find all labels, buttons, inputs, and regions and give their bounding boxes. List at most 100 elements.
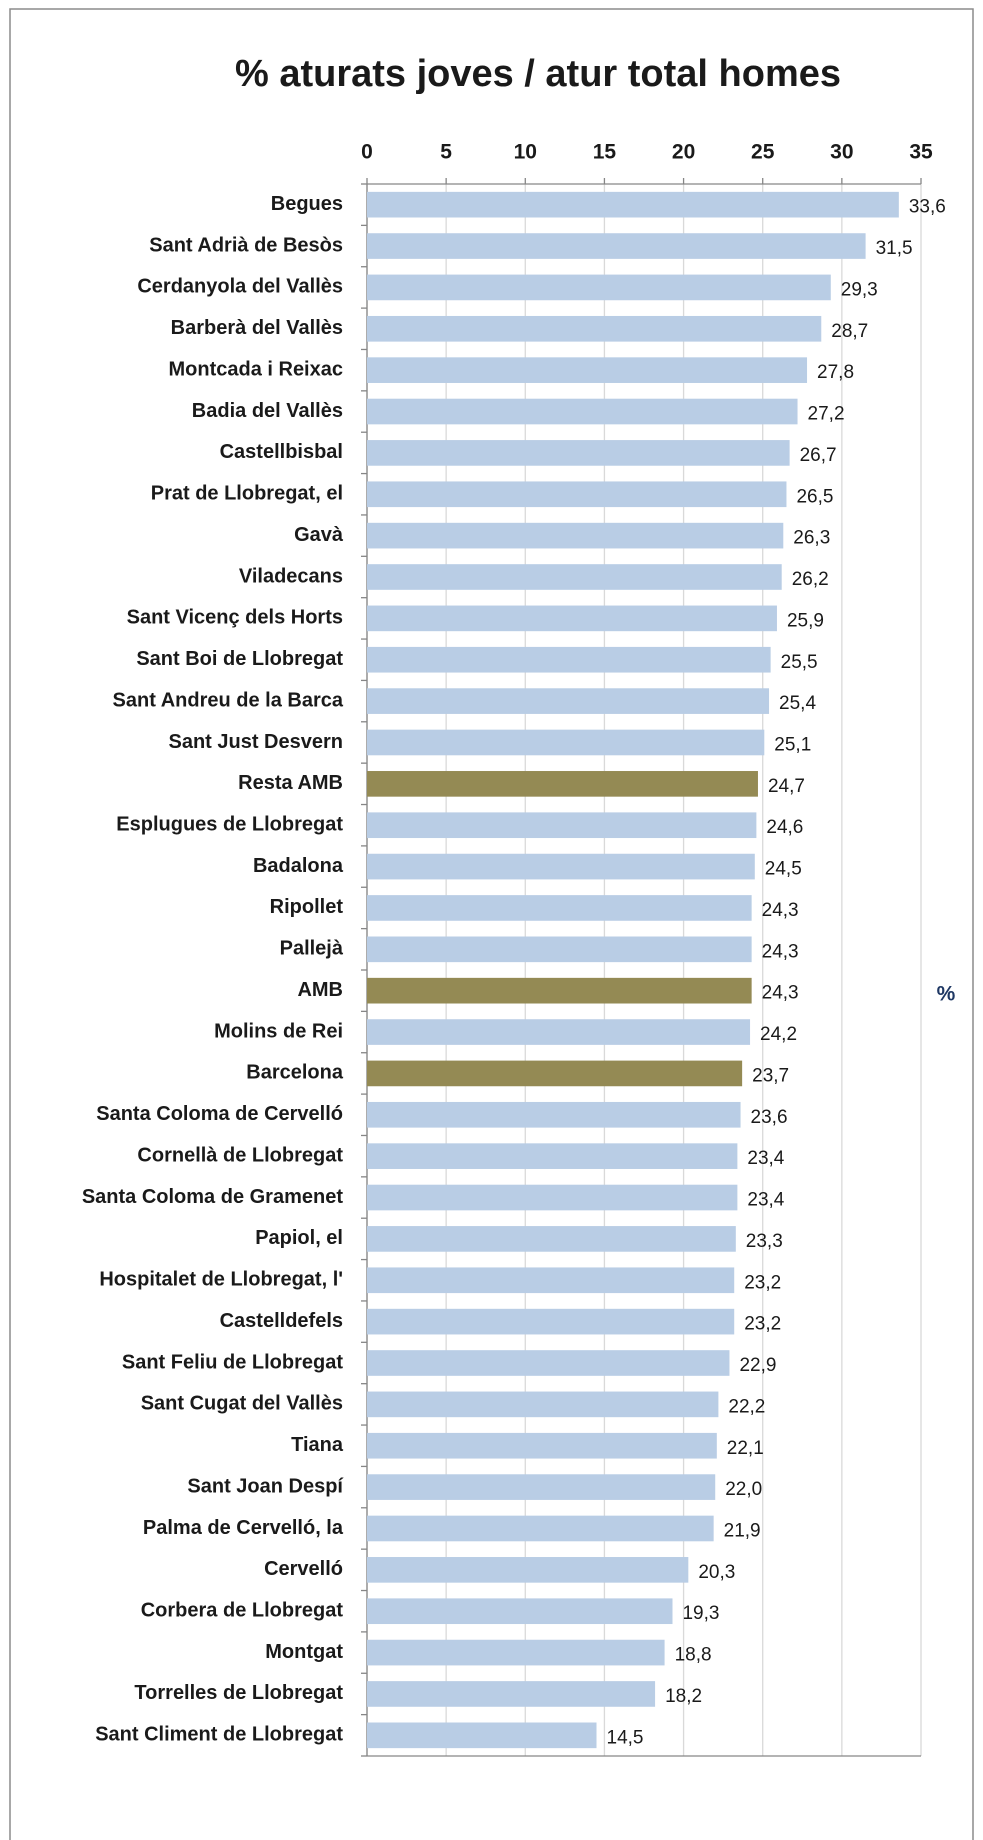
data-label: 23,2 [744,1272,781,1293]
bar [367,895,752,921]
bar [367,191,899,218]
bar [367,646,771,673]
x-tick-label: 25 [751,141,775,164]
data-label: 24,5 [765,859,802,880]
data-label: 22,9 [739,1355,776,1376]
x-tick-label: 0 [361,141,373,164]
data-label: 23,7 [752,1065,789,1086]
data-label: 20,3 [698,1562,735,1583]
data-label: 24,6 [766,817,803,838]
y-tick-label: Hospitalet de Llobregat, l' [99,1269,343,1291]
y-tick-label: Santa Coloma de Gramenet [82,1186,344,1208]
y-tick-label: Prat de Llobregat, el [151,483,343,505]
y-tick-label: Papiol, el [255,1227,343,1249]
bar [367,1557,689,1583]
data-label: 22,1 [727,1438,764,1459]
data-label: 23,4 [747,1190,784,1211]
y-tick-label: Torrelles de Llobregat [134,1682,343,1704]
x-tick-label: 10 [514,141,537,164]
data-label: 29,3 [841,279,878,300]
y-tick-label: Cervelló [264,1558,343,1580]
data-label: 14,5 [607,1727,644,1748]
data-label: 18,8 [675,1645,712,1666]
data-label: 24,3 [762,983,799,1004]
data-label: 26,2 [792,569,829,590]
y-tick-label: Gavà [294,524,344,546]
bar [367,1391,719,1418]
data-label: 25,5 [781,652,818,673]
data-label: 21,9 [724,1520,761,1541]
y-tick-label: Ripollet [270,896,344,918]
bar [367,1598,673,1625]
bar [367,1308,735,1335]
bar [367,936,752,963]
bar [367,1639,665,1666]
x-tick-label: 15 [593,141,617,164]
data-label: 27,8 [817,362,854,383]
bar [367,481,787,508]
bar [367,1101,741,1128]
y-tick-label: Palma de Cervelló, la [143,1517,344,1539]
bar [367,1184,738,1211]
x-tick-label: 30 [830,141,853,164]
data-label: 22,0 [725,1479,762,1500]
bar [367,729,765,756]
y-tick-label: Castellbisbal [220,441,343,463]
y-tick-label: Sant Joan Despí [187,1475,344,1497]
bar [367,564,782,590]
bar [367,1350,730,1376]
y-tick-label: Viladecans [239,565,343,587]
chart-title: % aturats joves / atur total homes [235,53,841,95]
x-tick-label: 20 [672,141,695,164]
y-tick-label: Corbera de Llobregat [141,1599,344,1621]
bar [367,977,752,1004]
data-label: 25,9 [787,610,824,631]
bar [367,398,798,425]
bar [367,1474,716,1500]
bar [367,1681,656,1707]
y-tick-label: Castelldefels [220,1310,343,1332]
data-label: 24,7 [768,776,805,797]
y-tick-label: Resta AMB [238,772,343,794]
bar [367,522,784,549]
data-label: 23,4 [747,1148,784,1169]
y-tick-label: Sant Andreu de la Barca [113,689,344,711]
data-label: 26,3 [793,528,830,549]
bar [367,1060,743,1087]
y-tick-label: Cornellà de Llobregat [137,1144,343,1166]
bar [367,812,757,839]
data-label: 31,5 [876,238,913,259]
y-tick-label: Begues [271,193,343,215]
y-tick-label: AMB [297,979,343,1001]
bar [367,1722,597,1749]
data-label: 26,5 [796,486,833,507]
y-tick-label: Barcelona [246,1062,344,1084]
bar [367,605,777,632]
y-tick-label: Badia del Vallès [192,400,343,422]
bar [367,1432,717,1459]
bar [367,1143,738,1169]
data-label: 23,2 [744,1314,781,1335]
y-tick-label: Montcada i Reixac [168,358,343,380]
y-tick-label: Sant Just Desvern [168,731,343,753]
bar [367,1267,735,1294]
data-label: 18,2 [665,1686,702,1707]
bar [367,853,755,880]
x-tick-label: 5 [440,141,452,164]
data-label: 24,3 [762,941,799,962]
y-tick-label: Santa Coloma de Cervelló [96,1103,343,1125]
y-tick-label: Pallejà [280,938,344,960]
data-label: 28,7 [831,321,868,342]
x-tick-label: 35 [909,141,933,164]
bar [367,1019,751,1045]
y-tick-label: Sant Feliu de Llobregat [122,1351,343,1373]
bar [367,274,831,301]
y-tick-label: Molins de Rei [214,1020,343,1042]
chart-border [9,8,974,1840]
y-tick-label: Sant Adrià de Besòs [149,234,343,256]
bar [367,771,758,797]
data-label: 24,3 [762,900,799,921]
y-tick-label: Barberà del Vallès [171,317,343,339]
y-tick-label: Montgat [265,1641,343,1663]
data-label: 22,2 [728,1396,765,1417]
